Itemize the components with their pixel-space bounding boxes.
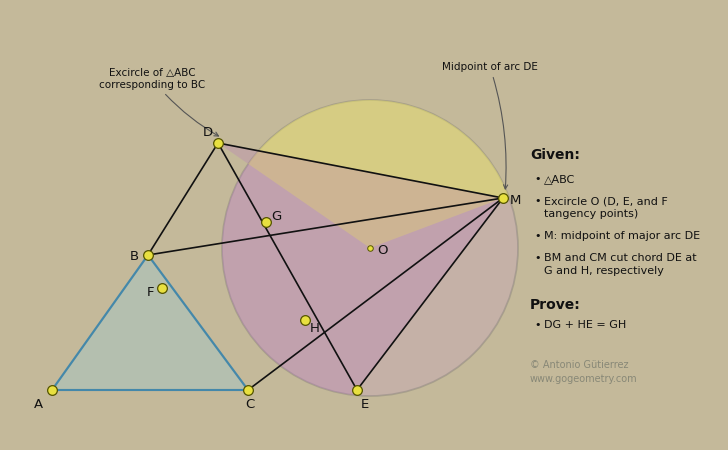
Text: Excircle O (D, E, and F: Excircle O (D, E, and F [544,196,668,206]
Text: •: • [534,320,540,330]
Text: tangency points): tangency points) [544,209,638,219]
Text: E: E [361,397,369,410]
Text: © Antonio Gütierrez: © Antonio Gütierrez [530,360,628,370]
Text: www.gogeometry.com: www.gogeometry.com [530,374,638,384]
Text: C: C [245,397,255,410]
Text: M: midpoint of major arc DE: M: midpoint of major arc DE [544,231,700,241]
Text: •: • [534,174,540,184]
Text: H: H [310,321,320,334]
Text: •: • [534,231,540,241]
Circle shape [222,100,518,396]
Polygon shape [52,255,248,390]
Text: G: G [271,210,281,222]
Text: •: • [534,253,540,263]
Text: M: M [510,194,521,207]
Polygon shape [218,143,503,396]
Text: G and H, respectively: G and H, respectively [544,266,664,276]
Text: BM and CM cut chord DE at: BM and CM cut chord DE at [544,253,697,263]
Text: Given:: Given: [530,148,580,162]
Text: O: O [377,243,387,256]
Text: Midpoint of arc DE: Midpoint of arc DE [442,62,538,189]
Polygon shape [248,100,509,248]
Text: DG + HE = GH: DG + HE = GH [544,320,626,330]
Text: B: B [130,251,138,264]
Text: Prove:: Prove: [530,298,581,312]
Text: Excircle of △ABC
corresponding to BC: Excircle of △ABC corresponding to BC [99,68,218,136]
Text: D: D [203,126,213,140]
Text: △ABC: △ABC [544,174,575,184]
Text: •: • [534,196,540,206]
Text: A: A [33,397,42,410]
Text: F: F [146,285,154,298]
